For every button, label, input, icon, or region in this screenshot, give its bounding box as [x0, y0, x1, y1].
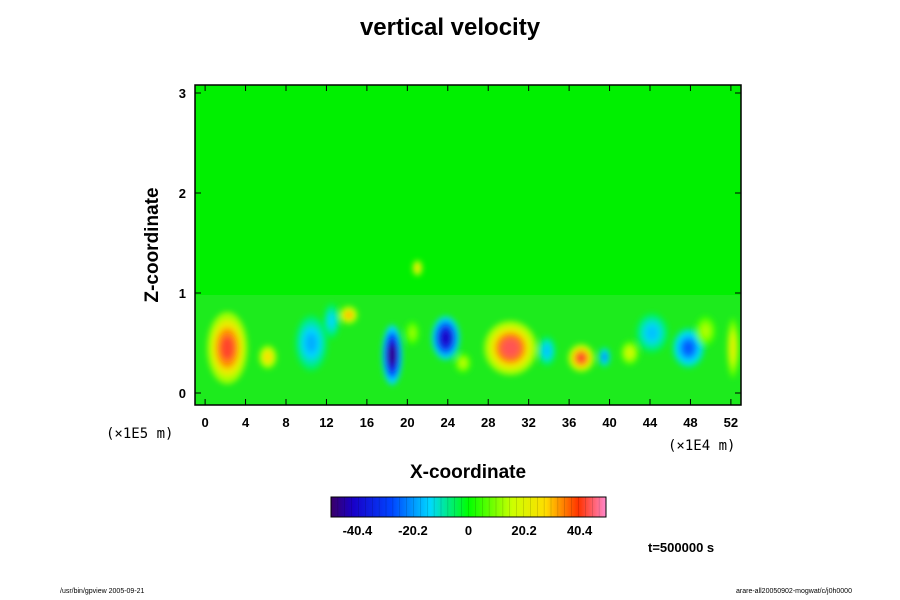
- x-tick-label-6: 24: [441, 415, 456, 430]
- time-label: t=500000 s: [648, 540, 715, 555]
- chart-title: vertical velocity: [359, 14, 541, 41]
- data-feature-7-level-3: [415, 265, 420, 271]
- data-feature-8-level-3: [440, 330, 451, 346]
- colorbar-tick-label-3: 20.2: [511, 523, 536, 538]
- data-feature-2: [295, 315, 328, 371]
- data-feature-13: [598, 347, 611, 367]
- plot-frame: [194, 84, 742, 406]
- data-feature-17-level-3: [702, 325, 710, 337]
- x-unit-label: (×1E4 m): [668, 438, 735, 454]
- data-feature-4: [323, 303, 340, 339]
- data-feature-12: [568, 344, 595, 372]
- x-tick-label-10: 40: [602, 415, 616, 430]
- data-feature-6-level-3: [409, 328, 415, 338]
- data-feature-13-level-3: [602, 353, 607, 361]
- data-feature-1: [258, 345, 277, 369]
- data-feature-9: [454, 353, 472, 373]
- x-tick-label-13: 52: [724, 415, 738, 430]
- data-feature-11-level-3: [543, 345, 550, 357]
- colorbar-tick-label-4: 40.4: [567, 523, 593, 538]
- x-tick-label-4: 16: [360, 415, 374, 430]
- data-feature-2-level-3: [305, 333, 317, 353]
- data-feature-14-level-3: [626, 348, 633, 358]
- data-feature-7: [412, 260, 423, 276]
- x-tick-label-11: 44: [643, 415, 658, 430]
- data-feature-1-level-3: [264, 352, 271, 362]
- x-tick-label-2: 8: [282, 415, 289, 430]
- y-axis-title: Z-coordinate: [142, 187, 163, 302]
- data-feature-16: [672, 328, 705, 368]
- x-tick-label-0: 0: [201, 415, 208, 430]
- x-tick-label-12: 48: [683, 415, 697, 430]
- x-tick-label-9: 36: [562, 415, 576, 430]
- y-tick-label-1: 1: [179, 286, 186, 301]
- y-tick-label-3: 3: [179, 86, 186, 101]
- x-axis-title: X-coordinate: [410, 462, 526, 483]
- data-feature-18: [726, 318, 739, 378]
- data-feature-8: [431, 316, 460, 360]
- plot-layer: [195, 260, 741, 405]
- x-tick-label-1: 4: [242, 415, 250, 430]
- data-feature-14: [620, 341, 639, 365]
- colorbar-tick-label-2: 0: [465, 523, 472, 538]
- data-feature-12-level-3: [576, 353, 586, 363]
- footer-left: /usr/bin/gpview 2005-09-21: [60, 588, 145, 595]
- x-tick-label-5: 20: [400, 415, 414, 430]
- data-feature-15-level-3: [646, 326, 658, 340]
- data-feature-9-level-3: [460, 359, 466, 367]
- footer-right: arare-all20050902-mogwat/c/j0h0000: [736, 588, 852, 595]
- data-feature-10: [484, 321, 537, 375]
- data-feature-3-level-3: [345, 311, 352, 319]
- x-tick-label-7: 28: [481, 415, 495, 430]
- x-tick-label-8: 32: [521, 415, 535, 430]
- data-feature-18-level-3: [730, 337, 735, 359]
- data-feature-16-level-3: [682, 341, 694, 355]
- y-unit-label: (×1E5 m): [106, 426, 173, 442]
- x-tick-label-3: 12: [319, 415, 333, 430]
- y-tick-label-2: 2: [179, 186, 186, 201]
- colorbar-tick-label-0: -40.4: [343, 523, 373, 538]
- data-feature-0: [207, 312, 248, 384]
- data-feature-5: [382, 325, 403, 385]
- data-feature-4-level-3: [328, 314, 335, 328]
- data-feature-5-level-3: [388, 344, 396, 366]
- data-feature-0-level-3: [220, 335, 235, 361]
- data-feature-17: [695, 316, 716, 346]
- data-feature-15: [635, 313, 669, 353]
- data-feature-3: [339, 306, 358, 324]
- data-feature-10-level-3: [501, 338, 520, 358]
- colorbar-tick-label-1: -20.2: [398, 523, 428, 538]
- data-feature-11: [537, 336, 556, 366]
- colorbar: [330, 496, 607, 518]
- y-tick-label-0: 0: [179, 386, 186, 401]
- data-feature-6: [405, 321, 420, 345]
